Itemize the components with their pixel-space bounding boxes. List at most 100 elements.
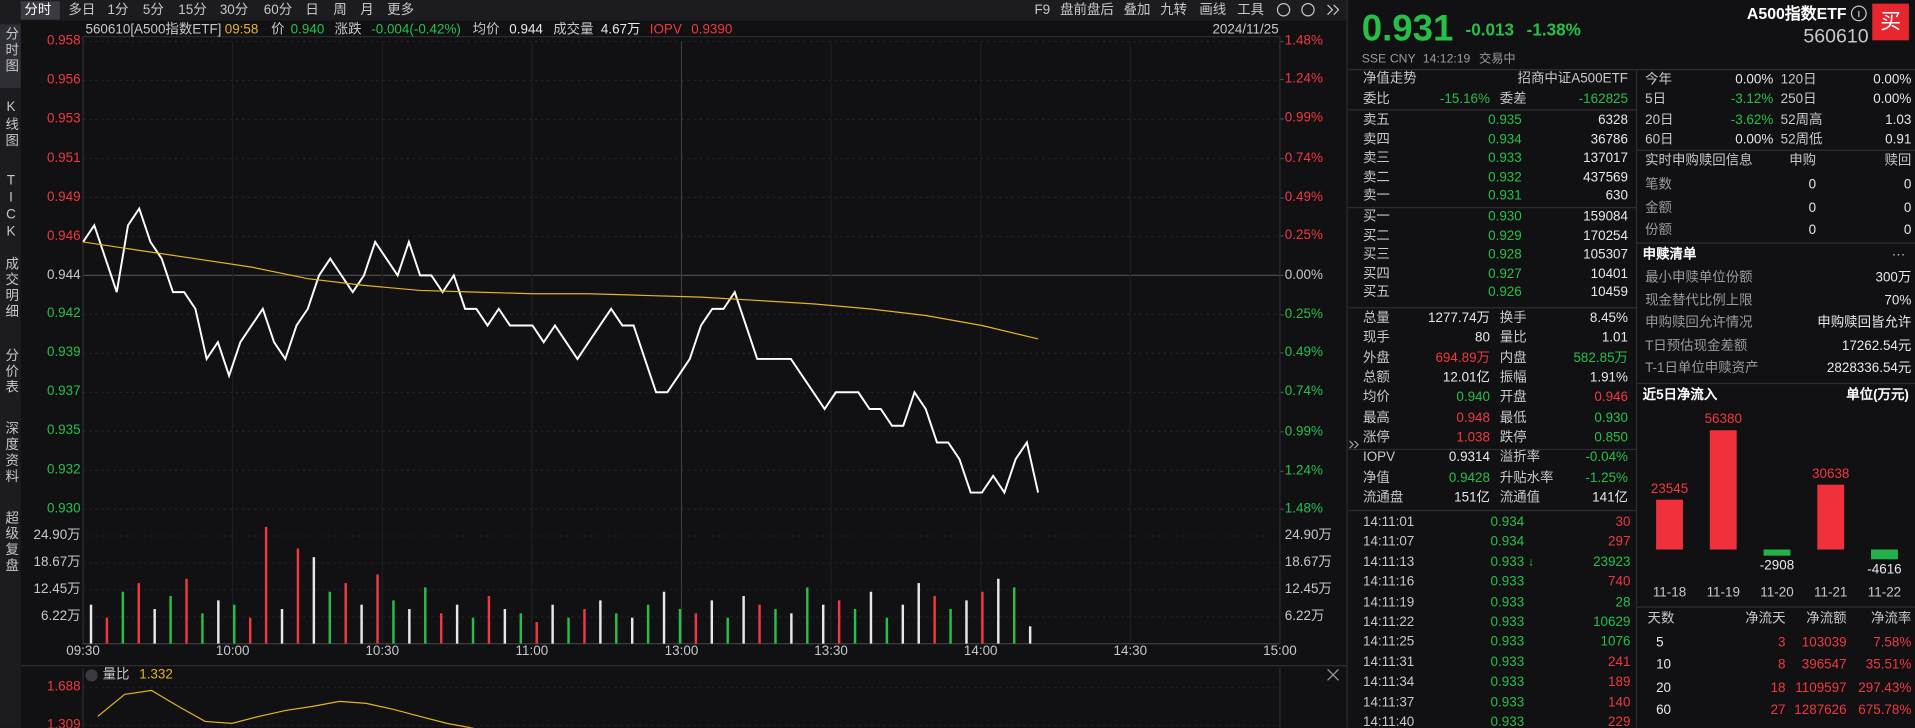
level-label: 卖四 <box>1362 131 1390 147</box>
stat-value: 582.85万 <box>1573 350 1628 366</box>
buy-button[interactable]: 买 <box>1880 10 1901 34</box>
cell: 103039 <box>1801 635 1847 651</box>
stat-value: -1.25% <box>1585 470 1628 486</box>
status: CNY <box>1389 52 1416 66</box>
period-tab[interactable]: 更多 <box>387 3 415 18</box>
column-header: 净流率 <box>1871 611 1912 626</box>
security-code: 560610 <box>1803 26 1869 48</box>
stat-value: 0.940 <box>1456 390 1490 406</box>
volume-bar <box>981 591 984 644</box>
trade-time: 14:11:22 <box>1362 614 1415 630</box>
trade-volume: 140 <box>1608 695 1631 710</box>
trade-volume: 10629 <box>1593 614 1631 630</box>
volume-bar <box>201 613 204 644</box>
side-tab[interactable]: 分时图 <box>3 26 19 75</box>
period-tab[interactable]: 15分 <box>178 3 207 18</box>
help-icon[interactable] <box>1301 3 1315 17</box>
tool-button[interactable]: 盘前盘后 <box>1060 3 1114 18</box>
level-label: 卖五 <box>1362 112 1390 128</box>
close-icon[interactable] <box>1327 668 1339 681</box>
info-value: 0.944 <box>509 22 543 38</box>
period-tab[interactable]: 分时 <box>24 3 52 18</box>
period-tab[interactable]: 多日 <box>68 3 96 18</box>
volume-bar <box>296 548 300 644</box>
info-icon[interactable] <box>1850 5 1867 22</box>
trade-price: 0.933 <box>1490 634 1525 650</box>
stat-value: 141亿 <box>1592 490 1628 506</box>
volume-bar <box>997 578 1000 644</box>
tool-button[interactable]: 画线 <box>1199 3 1227 18</box>
volume-bar <box>821 604 825 644</box>
collapse-icon[interactable] <box>1327 4 1340 16</box>
value-label: -4616 <box>1867 562 1902 577</box>
tool-button[interactable]: 九转 <box>1160 3 1188 18</box>
side-tab[interactable]: 分价表 <box>3 348 19 396</box>
ratio-line <box>97 689 474 728</box>
y2-tick-label: 0.74% <box>1284 150 1323 166</box>
volume-bar <box>885 617 889 644</box>
buy-button-bg[interactable] <box>1872 3 1909 41</box>
period-tab[interactable]: 60分 <box>263 3 293 18</box>
period-tab[interactable]: 5分 <box>142 3 164 18</box>
settings-icon[interactable] <box>1276 3 1291 17</box>
side-tab[interactable]: 成交明细 <box>3 256 19 320</box>
volume-bar <box>869 591 873 644</box>
info-value: 0.940 <box>290 22 325 38</box>
y-tick-label: 0.951 <box>46 150 81 166</box>
column-header: 赎回 <box>1884 153 1912 168</box>
cell: 27 <box>1770 702 1786 718</box>
help-icon[interactable] <box>85 669 98 682</box>
level-volume: 36786 <box>1590 131 1628 147</box>
period-tab[interactable]: 日 <box>305 3 319 18</box>
y2-tick-label: 0.25% <box>1284 306 1323 322</box>
level-price: 0.935 <box>1488 112 1522 128</box>
y-tick-label: 0.956 <box>46 72 81 88</box>
info-label: IOPV <box>649 22 682 38</box>
value-label: -2908 <box>1759 558 1795 574</box>
side-tab[interactable]: TICK <box>3 173 19 242</box>
period-tab[interactable]: 30分 <box>219 3 249 18</box>
level-volume: 159084 <box>1583 209 1628 225</box>
more-button[interactable]: ··· <box>1891 247 1906 262</box>
volume-bar <box>487 596 491 644</box>
volume-bar <box>646 604 650 644</box>
change-pct: -1.38% <box>1526 19 1581 40</box>
tool-button[interactable]: 工具 <box>1237 3 1265 18</box>
perf-label: 250日 <box>1780 92 1817 108</box>
volume-bar <box>280 609 284 644</box>
side-tab[interactable]: 超级复盘 <box>3 510 19 575</box>
tool-button[interactable]: F9 <box>1034 3 1051 18</box>
volume-bar <box>424 587 427 644</box>
y-tick-label: 0.930 <box>46 501 81 516</box>
tool-button[interactable]: 叠加 <box>1123 3 1151 18</box>
x-tick-label: 14:00 <box>963 644 998 659</box>
cell: 10 <box>1656 658 1672 673</box>
ratio-tick-label: 1.309 <box>46 717 81 728</box>
perf-value: 0.00% <box>1873 72 1912 88</box>
trade-price: 0.933 <box>1490 715 1525 728</box>
volume-bar <box>471 617 475 644</box>
status: 14:12:19 <box>1422 52 1471 66</box>
volume-bar <box>726 617 729 644</box>
stat-label: 升贴水率 <box>1499 470 1554 486</box>
change: -0.013 <box>1465 19 1515 40</box>
level-volume: 137017 <box>1583 150 1628 166</box>
info-value: 0.9390 <box>691 22 733 38</box>
y-tick-label: 0.953 <box>46 111 81 127</box>
stat-label: 均价 <box>1362 390 1390 406</box>
level-label: 卖三 <box>1362 150 1390 166</box>
row-value: 70% <box>1884 293 1912 308</box>
period-tab[interactable]: 周 <box>333 3 347 18</box>
period-tab[interactable]: 月 <box>360 3 374 18</box>
stat-value: -0.04% <box>1585 450 1628 466</box>
side-tab[interactable]: K线图 <box>3 100 19 149</box>
side-tab[interactable]: 深度资料 <box>3 421 19 485</box>
y2-tick-label: 1.48% <box>1284 501 1323 516</box>
stat-label: 总量 <box>1362 310 1390 326</box>
volume-bar <box>121 591 125 644</box>
period-tab[interactable]: 1分 <box>107 3 129 18</box>
volume-bar <box>233 604 236 644</box>
expand-icon[interactable] <box>1349 440 1359 449</box>
